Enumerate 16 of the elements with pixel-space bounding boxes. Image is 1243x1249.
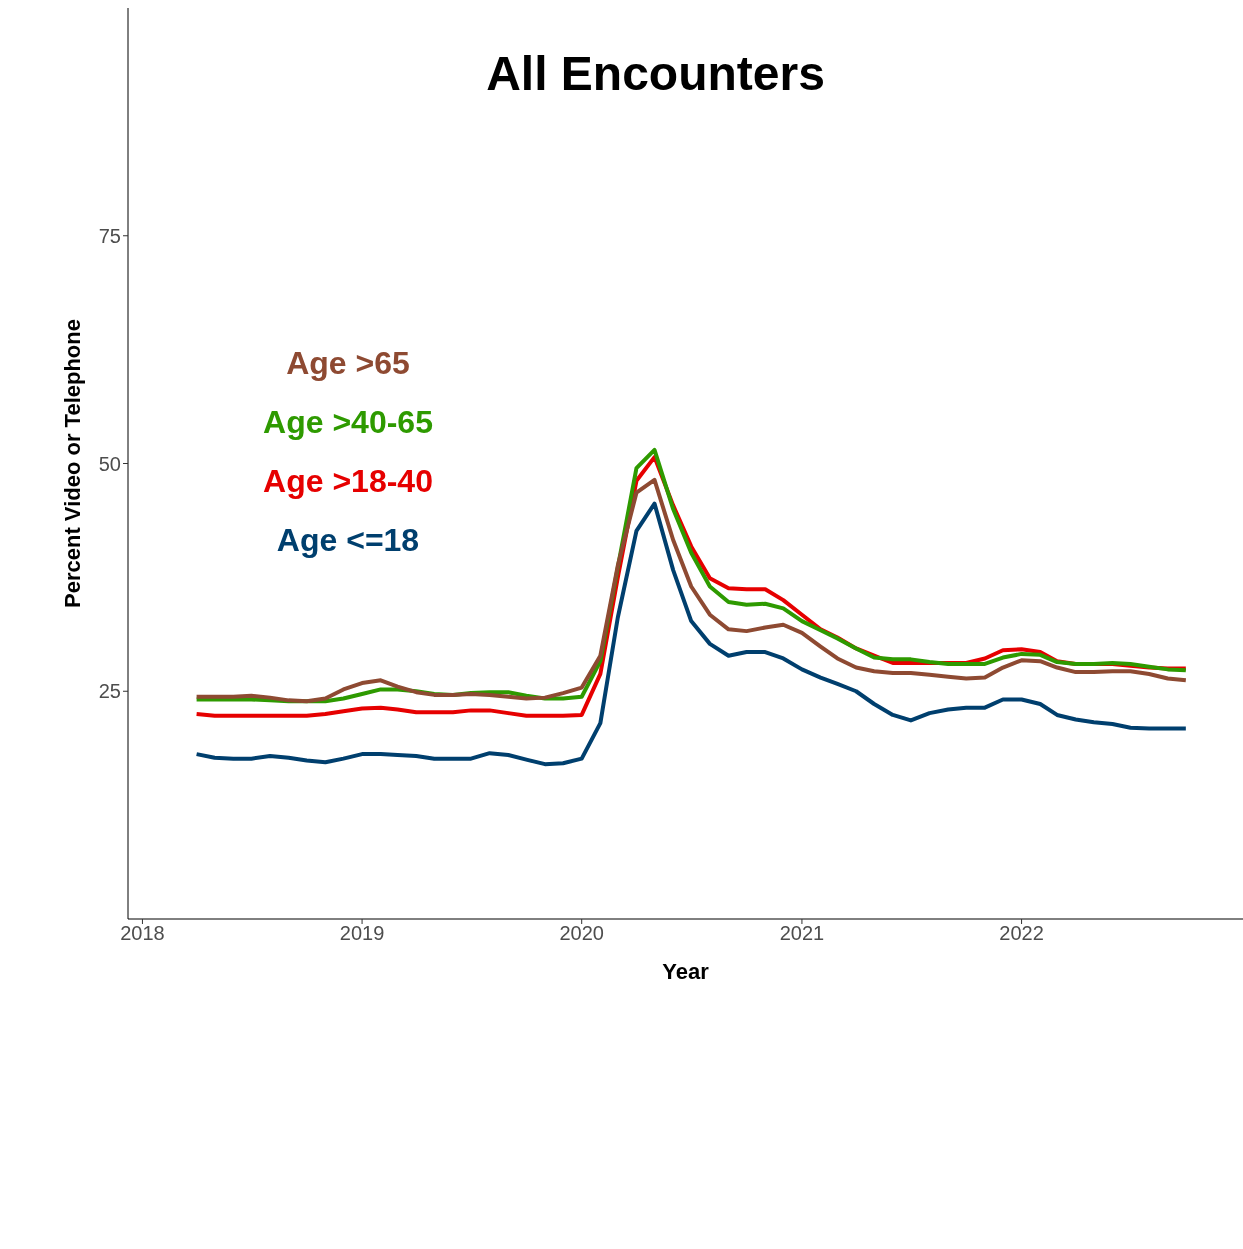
text: Age >65 [286, 344, 410, 383]
y-axis-title: Percent Video or Telephone [59, 319, 85, 608]
x-tick-label: 2019 [339, 922, 385, 945]
x-tick-label: 2021 [779, 922, 825, 945]
text: Age >18-40 [263, 462, 433, 501]
x-tick-label: 2022 [999, 922, 1044, 945]
line-series [194, 501, 1188, 767]
x-axis-title: Year [662, 959, 710, 984]
text: Age <=18 [276, 521, 420, 560]
text: Age >40-65 [263, 403, 433, 442]
y-tick-label: 75 [98, 224, 121, 247]
y-tick-label: 25 [98, 680, 121, 703]
x-tick-label: 2020 [559, 922, 604, 945]
y-tick-label: 50 [98, 452, 121, 475]
x-tick-label: 2018 [120, 922, 165, 945]
text: All Encounters [485, 46, 826, 101]
